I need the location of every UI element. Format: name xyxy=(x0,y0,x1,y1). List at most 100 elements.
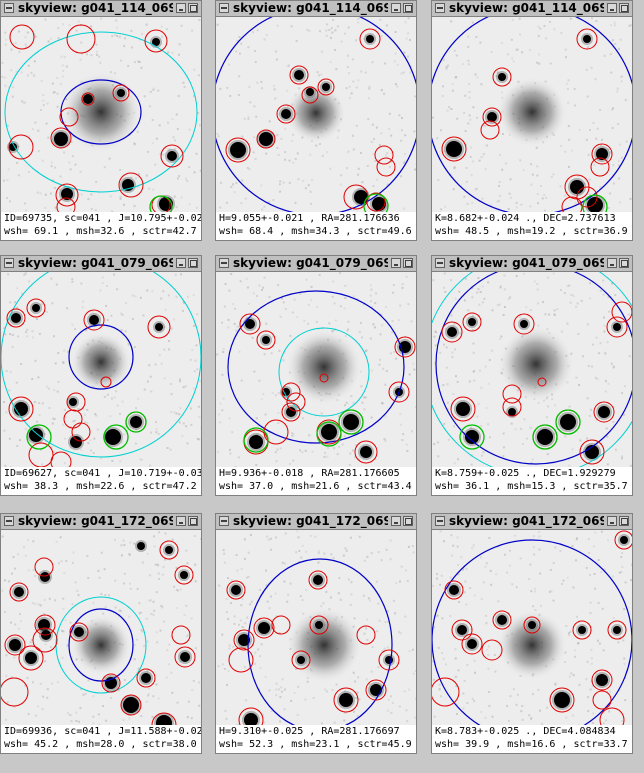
cyan-aperture xyxy=(278,327,370,417)
maximize-button[interactable] xyxy=(619,3,629,13)
galaxy-blob xyxy=(498,326,574,402)
window-menu-button[interactable] xyxy=(219,258,229,268)
window-titlebar[interactable]: skyview: g041_079_0696 xyxy=(216,256,416,272)
shape-line: wsh= 48.5 , msh=19.2 , sctr=36.9 xyxy=(435,226,628,237)
skyview-window-6[interactable]: skyview: g041_079_0696 K=8.759+-0.025 .,… xyxy=(431,255,633,496)
window-titlebar[interactable]: skyview: g041_172_0699 xyxy=(1,514,201,530)
skyview-window-8[interactable]: skyview: g041_172_0699 H=9.310+-0.025 , … xyxy=(215,513,417,754)
skyview-window-3[interactable]: skyview: g041_114_0697 K=8.682+-0.024 .,… xyxy=(431,0,633,241)
window-titlebar[interactable]: skyview: g041_079_0696 xyxy=(1,256,201,272)
sky-image[interactable] xyxy=(432,530,632,725)
window-menu-button[interactable] xyxy=(4,3,14,13)
minimize-button[interactable] xyxy=(176,3,186,13)
star xyxy=(487,112,497,122)
star xyxy=(231,585,241,595)
window-titlebar[interactable]: skyview: g041_079_0696 xyxy=(432,256,632,272)
star xyxy=(447,327,457,337)
source-marker xyxy=(171,625,191,645)
window-menu-button[interactable] xyxy=(435,258,445,268)
window-menu-button[interactable] xyxy=(435,516,445,526)
source-marker xyxy=(592,690,612,710)
sky-image[interactable] xyxy=(216,530,416,725)
star xyxy=(620,536,628,544)
maximize-button[interactable] xyxy=(403,3,413,13)
window-titlebar[interactable]: skyview: g041_114_0697 xyxy=(1,1,201,17)
window-menu-button[interactable] xyxy=(435,3,445,13)
star xyxy=(74,627,84,637)
skyview-window-2[interactable]: skyview: g041_114_0697 H=9.055+-0.021 , … xyxy=(215,0,417,241)
sky-field xyxy=(432,530,632,725)
source-marker xyxy=(537,377,547,387)
sky-image[interactable] xyxy=(1,17,201,212)
sky-image[interactable] xyxy=(1,530,201,725)
skyview-window-7[interactable]: skyview: g041_172_0699 ID=69936, sc=041 … xyxy=(0,513,202,754)
minimize-button[interactable] xyxy=(176,516,186,526)
minimize-button[interactable] xyxy=(607,516,617,526)
source-marker xyxy=(576,186,598,208)
window-titlebar[interactable]: skyview: g041_172_0699 xyxy=(432,514,632,530)
window-menu-button[interactable] xyxy=(4,258,14,268)
star xyxy=(339,693,353,707)
photometry-line: K=8.759+-0.025 ., DEC=1.929279 xyxy=(435,468,616,479)
star xyxy=(282,388,290,396)
sky-image[interactable] xyxy=(216,17,416,212)
window-menu-button[interactable] xyxy=(219,516,229,526)
window-titlebar[interactable]: skyview: g041_172_0699 xyxy=(216,514,416,530)
star xyxy=(508,408,516,416)
skyview-window-4[interactable]: skyview: g041_079_0696 ID=69627, sc=041 … xyxy=(0,255,202,496)
match-marker xyxy=(459,424,485,450)
minimize-button[interactable] xyxy=(391,3,401,13)
skyview-window-1[interactable]: skyview: g041_114_0697 ID=69735, sc=041 … xyxy=(0,0,202,241)
minimize-button[interactable] xyxy=(607,3,617,13)
star xyxy=(29,428,43,442)
star xyxy=(370,684,382,696)
source-marker xyxy=(263,419,289,445)
source-marker xyxy=(233,629,255,651)
maximize-button[interactable] xyxy=(403,258,413,268)
star xyxy=(528,621,536,629)
source-marker xyxy=(66,24,96,54)
maximize-button[interactable] xyxy=(403,516,413,526)
match-marker xyxy=(338,409,364,435)
maximize-button[interactable] xyxy=(619,258,629,268)
sky-image[interactable] xyxy=(216,272,416,467)
window-titlebar[interactable]: skyview: g041_114_0697 xyxy=(432,1,632,17)
maximize-button[interactable] xyxy=(188,3,198,13)
sky-image[interactable] xyxy=(1,272,201,467)
galaxy-blob xyxy=(286,83,346,143)
photometry-line: ID=69936, sc=041 , J=11.588+-0.02 xyxy=(4,726,201,737)
skyview-window-5[interactable]: skyview: g041_079_0696 H=9.936+-0.018 , … xyxy=(215,255,417,496)
sky-field xyxy=(216,17,416,212)
minimize-button[interactable] xyxy=(607,258,617,268)
source-marker xyxy=(366,192,386,212)
minimize-button[interactable] xyxy=(176,258,186,268)
source-marker xyxy=(32,627,58,653)
window-title: skyview: g041_172_0699 xyxy=(449,514,604,528)
window-title: skyview: g041_172_0699 xyxy=(18,514,173,528)
window-titlebar[interactable]: skyview: g041_114_0697 xyxy=(216,1,416,17)
skyview-window-9[interactable]: skyview: g041_172_0699 K=8.783+-0.025 .,… xyxy=(431,513,633,754)
source-marker xyxy=(450,396,476,422)
minimize-button[interactable] xyxy=(391,258,401,268)
window-menu-button[interactable] xyxy=(4,516,14,526)
source-marker xyxy=(308,570,328,590)
galaxy-blob xyxy=(286,329,362,405)
maximize-button[interactable] xyxy=(188,258,198,268)
star xyxy=(259,132,273,146)
source-marker xyxy=(118,172,144,198)
sky-image[interactable] xyxy=(432,272,632,467)
star xyxy=(249,435,263,449)
star xyxy=(152,38,160,46)
sky-image[interactable] xyxy=(432,17,632,212)
match-marker xyxy=(363,193,389,212)
maximize-button[interactable] xyxy=(619,516,629,526)
maximize-button[interactable] xyxy=(188,516,198,526)
source-marker xyxy=(253,617,275,639)
minimize-button[interactable] xyxy=(391,516,401,526)
window-menu-button[interactable] xyxy=(219,3,229,13)
blue-aperture xyxy=(435,272,632,465)
star xyxy=(520,320,528,328)
source-marker xyxy=(374,145,394,165)
star xyxy=(372,197,386,211)
source-marker xyxy=(523,616,541,634)
